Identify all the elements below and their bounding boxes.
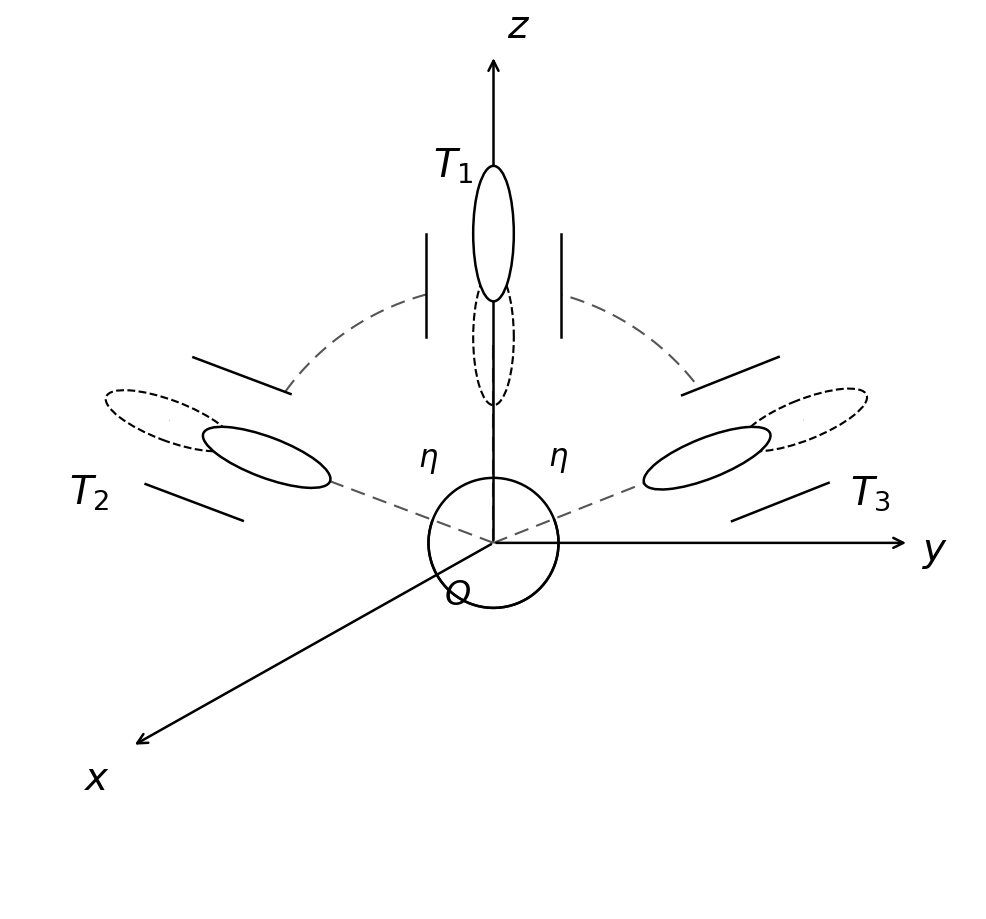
Text: $O$: $O$ bbox=[444, 579, 470, 612]
Ellipse shape bbox=[203, 426, 330, 488]
Polygon shape bbox=[146, 357, 290, 521]
Text: $T_2$: $T_2$ bbox=[69, 473, 109, 513]
Polygon shape bbox=[425, 233, 561, 337]
Text: $T_1$: $T_1$ bbox=[432, 147, 472, 187]
Text: $y$: $y$ bbox=[922, 533, 948, 571]
Text: $\eta$: $\eta$ bbox=[547, 447, 568, 475]
Text: $x$: $x$ bbox=[83, 760, 109, 798]
Ellipse shape bbox=[472, 165, 514, 301]
Ellipse shape bbox=[643, 426, 770, 490]
Text: $z$: $z$ bbox=[507, 8, 529, 46]
Text: $T_3$: $T_3$ bbox=[849, 474, 890, 513]
Text: $\eta$: $\eta$ bbox=[417, 447, 438, 476]
Polygon shape bbox=[681, 357, 828, 521]
